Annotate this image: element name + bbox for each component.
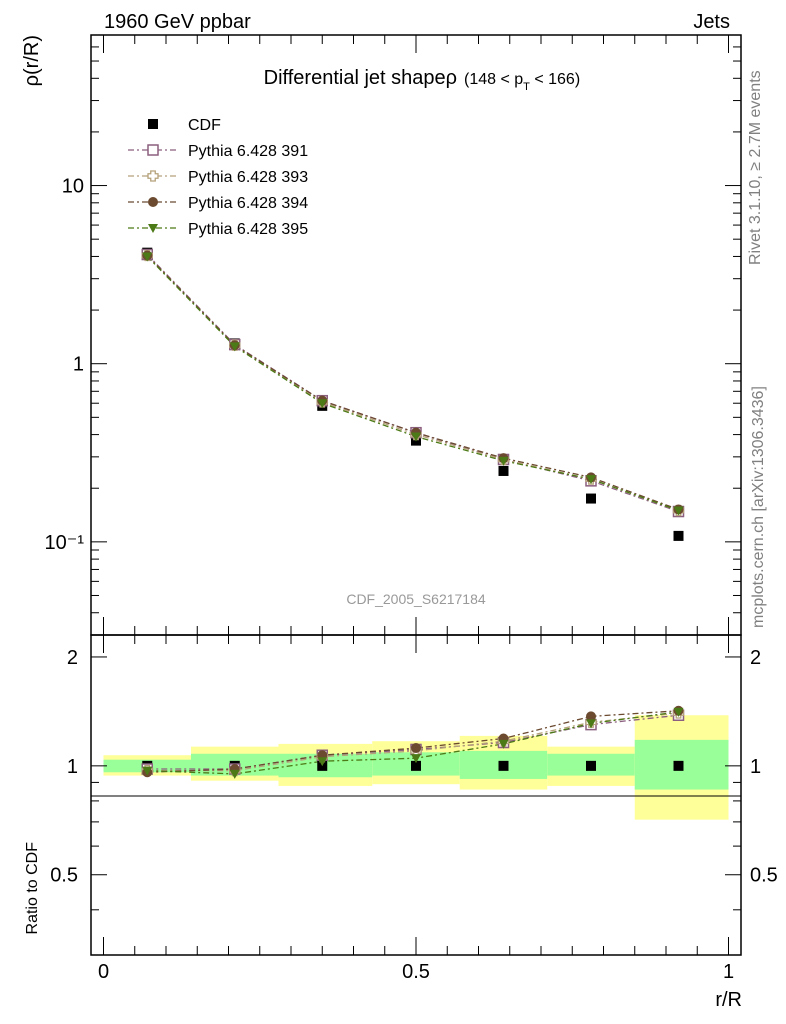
ratio-tick-label: 2	[67, 647, 78, 669]
ratio-point	[498, 760, 509, 771]
series-markers	[141, 247, 685, 779]
data-point	[586, 493, 596, 504]
y-tick-label: 10	[62, 176, 84, 198]
data-point	[229, 342, 240, 352]
legend-label: Pythia 6.428 393	[188, 169, 308, 186]
legend-label: CDF	[188, 117, 221, 134]
legend-label: Pythia 6.428 395	[188, 221, 308, 238]
legend-marker	[147, 144, 159, 156]
ratio-point	[411, 760, 421, 771]
ratio-tick-label-right: 0.5	[750, 865, 778, 887]
series-line-main	[146, 254, 679, 513]
legend-marker	[148, 197, 158, 207]
ratio-point	[317, 757, 328, 767]
legend: CDF Pythia 6.428 391 Pythia 6.428 393 Pythi…	[128, 117, 308, 238]
y-tick-label: 1	[73, 354, 84, 376]
legend-label: Pythia 6.428 391	[188, 143, 308, 160]
chart-title-range: (148 < pT < 166)	[464, 71, 580, 93]
data-point	[142, 252, 153, 262]
ratio-point	[586, 760, 596, 771]
ratio-point	[411, 743, 421, 754]
x-tick-label: 0	[98, 961, 109, 983]
series-lines	[146, 254, 679, 775]
data-point	[317, 399, 328, 409]
side-label-bottom: mcplots.cern.ch [arXiv:1306.3436]	[750, 386, 767, 628]
x-tick-label: 1	[723, 961, 734, 983]
header-right: Jets	[693, 11, 730, 33]
ratio-point	[586, 719, 596, 729]
ratio-point	[673, 760, 684, 771]
watermark: CDF_2005_S6217184	[346, 591, 486, 607]
ratio-plot-frame	[90, 634, 742, 956]
ratio-tick-label-right: 2	[750, 647, 761, 669]
y-tick-label: 10⁻¹	[45, 532, 85, 554]
data-point	[498, 465, 509, 476]
series-line-main	[146, 255, 679, 512]
ratio-point	[142, 766, 153, 776]
series-line-main	[146, 255, 679, 511]
ratio-y-axis-label: Ratio to CDF	[24, 842, 41, 935]
axis-ticks: 0 0.5 1 10⁻¹ 1 10 0.5 0.5 1 1 2 2	[45, 34, 778, 983]
x-axis-label: r/R	[715, 989, 742, 1011]
ratio-point	[498, 739, 509, 749]
ratio-point	[673, 707, 684, 717]
ratio-tick-label: 0.5	[50, 865, 78, 887]
header-left: 1960 GeV ppbar	[104, 11, 251, 33]
legend-marker	[147, 170, 159, 182]
legend-marker	[148, 119, 158, 129]
ratio-tick-label-right: 1	[750, 756, 761, 778]
side-label-top: Rivet 3.1.10, ≥ 2.7M events	[747, 70, 764, 265]
chart-title: Differential jet shapeρ	[264, 67, 457, 89]
x-tick-label: 0.5	[402, 961, 430, 983]
ratio-point	[586, 711, 596, 722]
data-point	[673, 530, 684, 541]
data-point	[411, 432, 421, 442]
data-point	[673, 506, 684, 516]
ratio-point	[229, 769, 240, 779]
ratio-tick-label: 1	[67, 756, 78, 778]
data-point	[498, 456, 509, 466]
ratio-point	[411, 754, 421, 764]
data-point	[586, 475, 596, 485]
y-axis-label: ρ(r/R)	[21, 35, 43, 86]
legend-label: Pythia 6.428 394	[188, 195, 308, 212]
legend-marker	[148, 224, 158, 233]
series-line-main	[146, 255, 679, 512]
